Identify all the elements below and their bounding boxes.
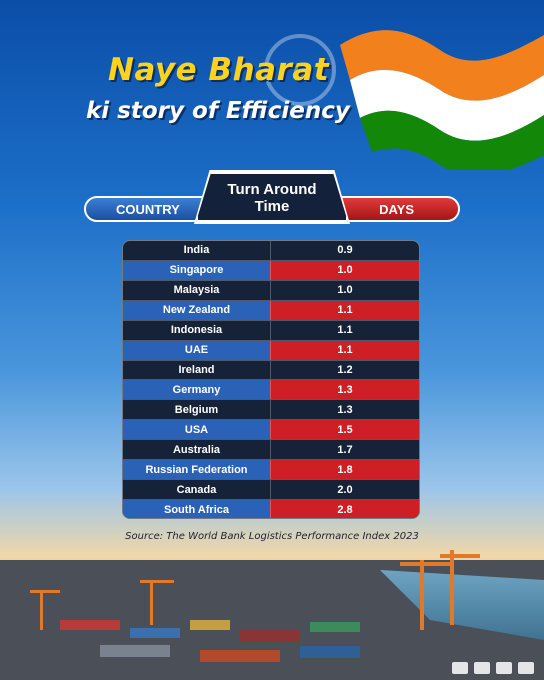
table-row: Malaysia 1.0	[123, 280, 419, 301]
country-cell: South Africa	[123, 499, 270, 518]
table-row: Australia 1.7	[123, 440, 419, 461]
title-line-2: ki story of Efficiency	[86, 98, 350, 124]
days-cell: 2.8	[270, 499, 419, 518]
days-cell: 1.7	[270, 440, 419, 460]
country-cell: Singapore	[123, 260, 270, 280]
country-cell: India	[183, 244, 210, 257]
days-cell: 2.0	[270, 480, 419, 499]
table-row: Belgium 1.3	[123, 400, 419, 421]
turnaround-table: India 0.9 Singapore 1.0 Malaysia 1.0 New Zeala…	[122, 240, 420, 519]
country-cell: Russian Federation	[123, 460, 270, 480]
days-cell: 1.1	[270, 340, 419, 360]
country-cell: Germany	[123, 380, 270, 400]
logo-icon	[518, 662, 534, 674]
source-note: Source: The World Bank Logistics Perform…	[125, 531, 419, 542]
country-cell: USA	[123, 420, 270, 440]
country-cell: New Zealand	[123, 300, 270, 320]
days-cell: 1.3	[270, 380, 419, 400]
days-cell: 1.1	[270, 320, 419, 340]
days-cell: 1.1	[270, 300, 419, 320]
days-cell: 1.8	[270, 460, 419, 480]
days-cell: 1.0	[270, 280, 419, 300]
days-cell: 0.9	[270, 241, 419, 260]
table-row: Ireland 1.2	[123, 360, 419, 381]
country-cell: UAE	[123, 340, 270, 360]
table-row: Indonesia 1.1	[123, 320, 419, 341]
metric-header-label: Turn Around Time	[227, 181, 317, 215]
country-cell: Indonesia	[170, 324, 223, 337]
days-cell: 1.0	[270, 260, 419, 280]
logo-icon	[474, 662, 490, 674]
metric-header: Turn Around Time	[196, 172, 348, 222]
country-cell: Australia	[172, 443, 221, 456]
table-row: Canada 2.0	[123, 480, 419, 500]
table-row: India 0.9	[123, 241, 419, 261]
table-row: New Zealand 1.1	[123, 300, 419, 321]
table-row: Russian Federation 1.8	[123, 460, 419, 481]
title-line-1: Naye Bharat	[108, 52, 330, 88]
days-cell: 1.5	[270, 420, 419, 440]
days-cell: 1.3	[270, 400, 419, 420]
days-cell: 1.2	[270, 360, 419, 380]
table-row: Germany 1.3	[123, 380, 419, 401]
country-cell: Belgium	[174, 403, 219, 416]
country-cell: Canada	[176, 483, 217, 496]
table-row: Singapore 1.0	[123, 260, 419, 281]
partner-logos	[452, 662, 534, 674]
country-cell: Malaysia	[173, 284, 220, 297]
logo-icon	[452, 662, 468, 674]
country-cell: Ireland	[178, 363, 215, 376]
indian-flag-graphic	[264, 30, 544, 170]
table-row: UAE 1.1	[123, 340, 419, 361]
table-row: South Africa 2.8	[123, 499, 419, 518]
port-scene-graphic	[0, 550, 544, 680]
logo-icon	[496, 662, 512, 674]
table-row: USA 1.5	[123, 420, 419, 441]
